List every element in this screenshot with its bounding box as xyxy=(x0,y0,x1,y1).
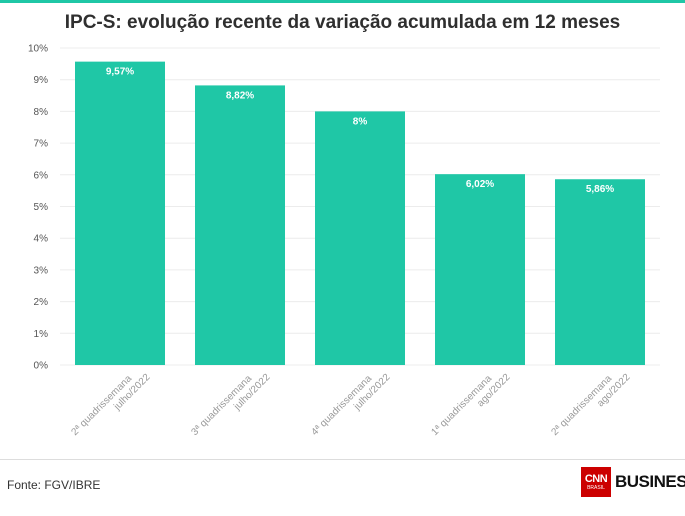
cnn-business-logo: CNN BRASIL BUSINESS xyxy=(581,467,685,497)
chart-title: IPC-S: evolução recente da variação acum… xyxy=(64,12,621,33)
footer-divider xyxy=(0,459,685,460)
bar xyxy=(555,179,645,365)
y-tick-label: 0% xyxy=(34,361,49,372)
bar xyxy=(75,61,165,365)
y-tick-label: 10% xyxy=(28,44,48,55)
y-tick-label: 2% xyxy=(34,297,49,308)
bar-chart: 0% 1% 2% 3% 4% 5% 6% 7% 8% 9% 10% 9,57% 2ª quadrisse… xyxy=(28,44,660,446)
bar xyxy=(315,111,405,366)
cnn-logo-mark: CNN BRASIL xyxy=(581,467,611,497)
y-tick-label: 5% xyxy=(34,202,49,213)
y-tick-label: 1% xyxy=(34,329,49,340)
bar-data-label: 6,02% xyxy=(466,179,494,190)
bar xyxy=(195,85,285,365)
y-tick-label: 8% xyxy=(34,107,49,118)
bar-data-label: 8,82% xyxy=(226,90,254,101)
bar xyxy=(435,174,525,365)
y-tick-label: 3% xyxy=(34,265,49,276)
top-accent-line xyxy=(0,0,685,3)
bar-data-label: 9,57% xyxy=(106,67,134,78)
y-tick-label: 6% xyxy=(34,170,49,181)
business-wordmark: BUSINESS xyxy=(615,472,685,491)
y-tick-label: 7% xyxy=(34,139,49,150)
bar-data-label: 5,86% xyxy=(586,184,614,195)
x-tick-label: 2ª quadrissemanaago/2022 xyxy=(549,363,632,446)
source-note: Fonte: FGV/IBRE xyxy=(7,478,101,492)
x-tick-label: 1ª quadrissemanaago/2022 xyxy=(429,363,512,446)
x-tick-label: 3ª quadrissemanajulho/2022 xyxy=(189,363,272,446)
y-tick-label: 9% xyxy=(34,75,49,86)
x-tick-label: 2ª quadrissemanajulho/2022 xyxy=(69,363,152,446)
x-tick-label: 4ª quadrissemanajulho/2022 xyxy=(309,363,392,446)
bar-data-label: 8% xyxy=(353,116,368,127)
y-tick-label: 4% xyxy=(34,234,49,245)
